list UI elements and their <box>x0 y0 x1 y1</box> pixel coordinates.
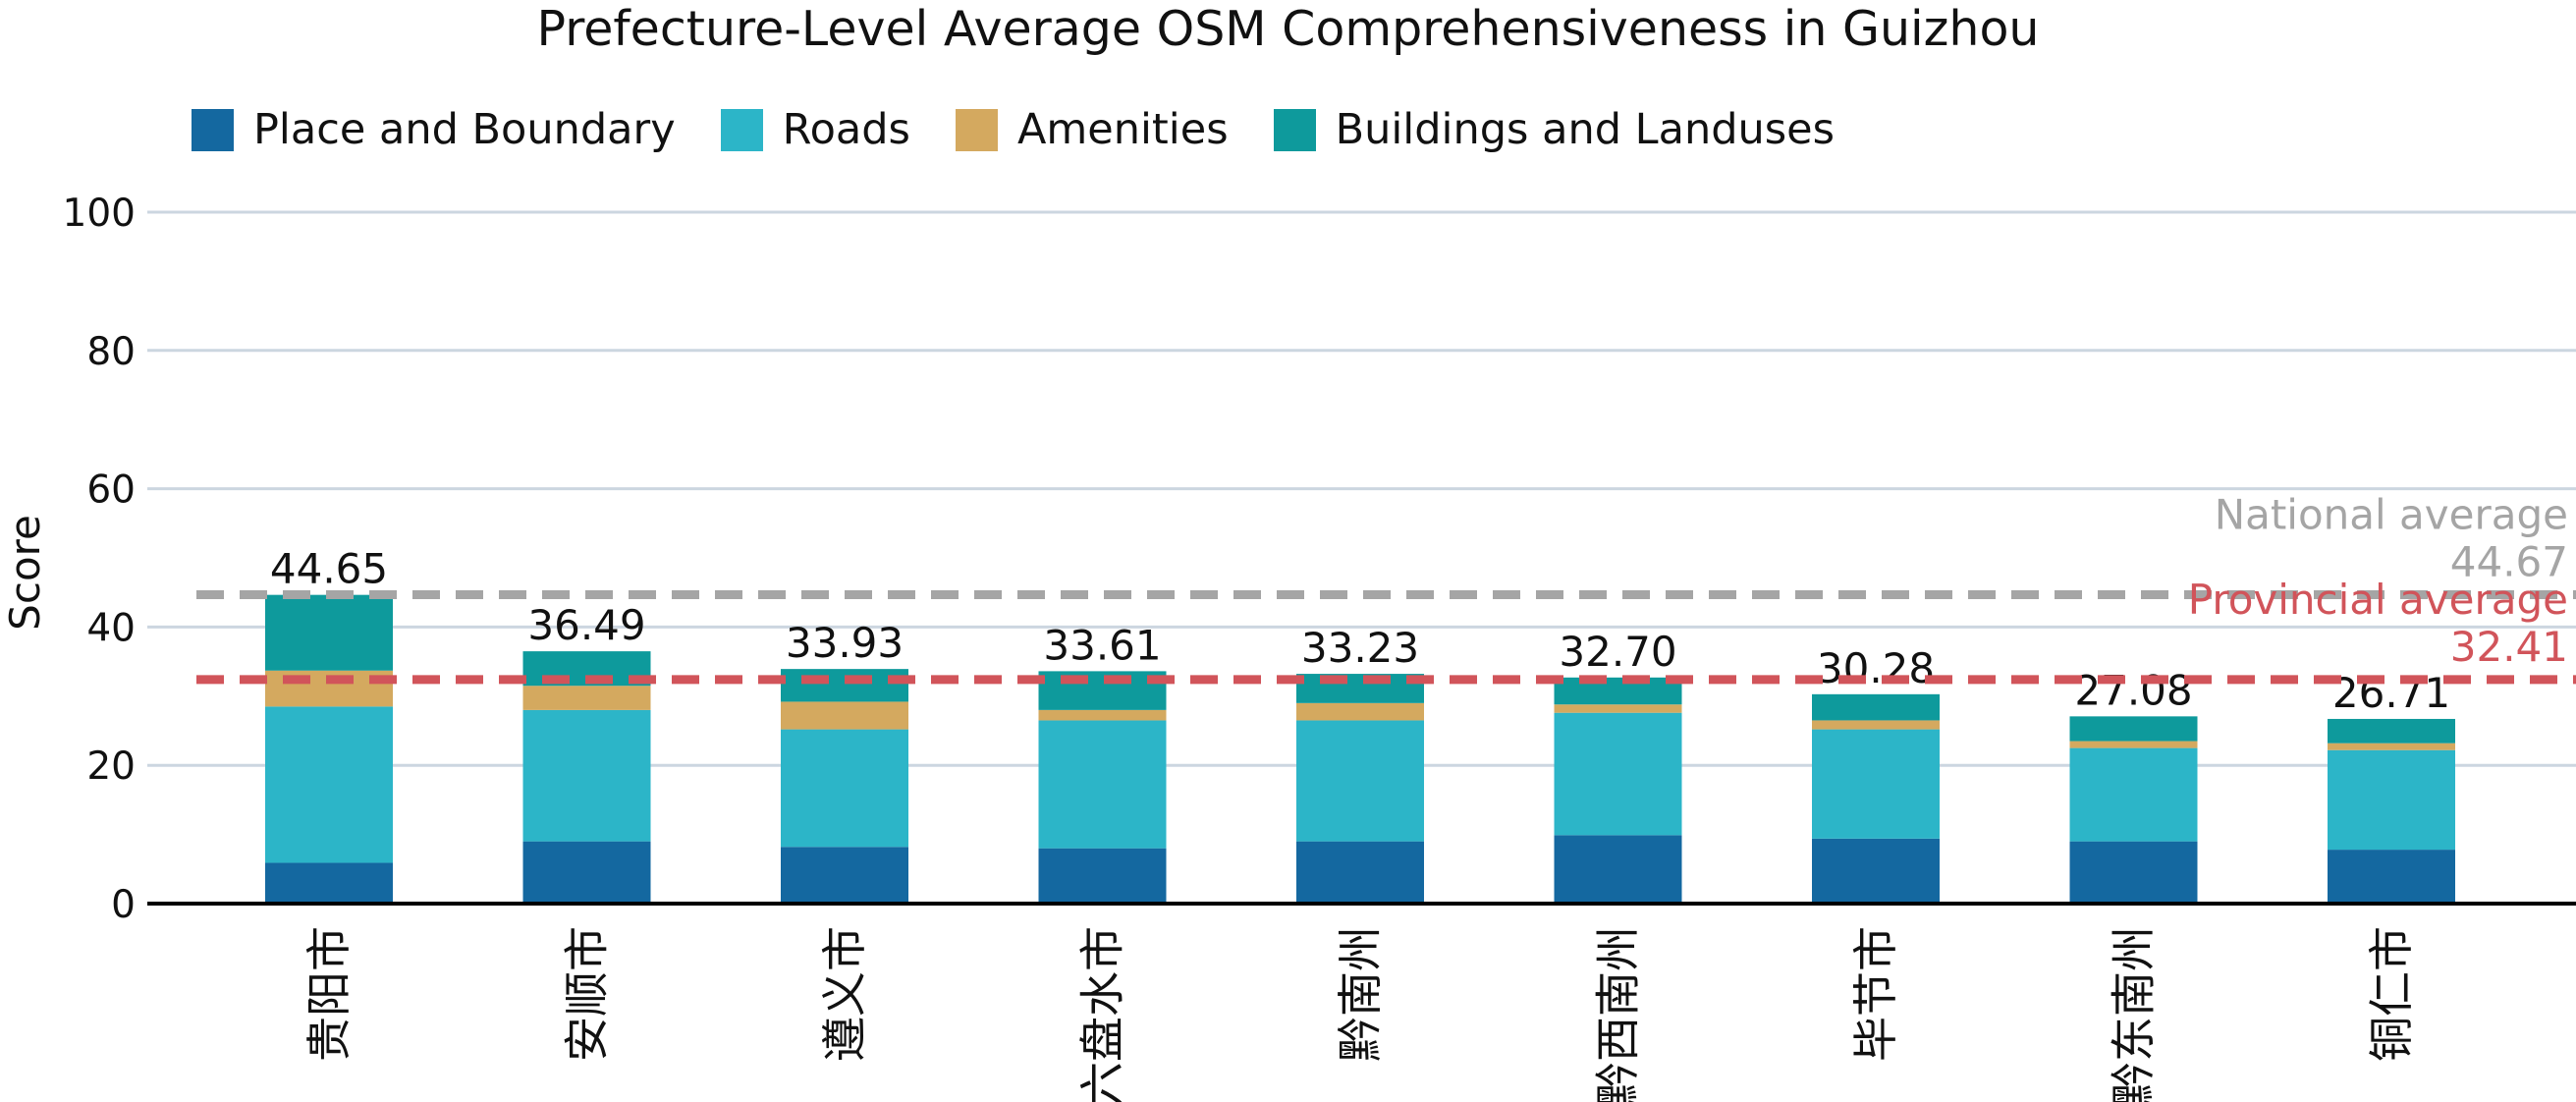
bar-place-and-boundary-2 <box>522 841 651 904</box>
bar-total-label-9: 26.71 <box>2332 669 2450 717</box>
bar-roads-5 <box>1296 720 1424 842</box>
national-average-label: National average <box>2215 491 2568 539</box>
bar-buildings-and-landuses-1 <box>265 594 393 671</box>
bar-place-and-boundary-4 <box>1038 848 1167 904</box>
bar-buildings-and-landuses-8 <box>2069 716 2198 742</box>
legend-label-place-and-boundary: Place and Boundary <box>253 105 676 154</box>
bar-place-and-boundary-7 <box>1812 838 1940 904</box>
bar-buildings-and-landuses-3 <box>781 669 908 702</box>
legend-item-amenities: Amenities <box>955 105 1229 154</box>
bar-total-label-6: 32.70 <box>1559 628 1676 676</box>
y-tick-label-0: 0 <box>111 883 136 927</box>
legend-label-buildings-and-landuses: Buildings and Landuses <box>1335 105 1836 154</box>
bar-roads-3 <box>781 729 908 848</box>
y-tick-label-40: 40 <box>86 606 136 650</box>
bar-amenities-4 <box>1038 709 1167 721</box>
bar-roads-6 <box>1554 712 1682 836</box>
bar-amenities-3 <box>781 701 908 730</box>
legend-swatch-buildings-and-landuses <box>1273 108 1316 151</box>
y-tick-label-80: 80 <box>86 330 136 374</box>
bar-total-label-3: 33.93 <box>786 619 904 667</box>
legend-swatch-roads <box>720 108 763 151</box>
bar-roads-4 <box>1038 720 1167 849</box>
bar-place-and-boundary-9 <box>2328 850 2455 904</box>
bar-total-label-7: 30.28 <box>1817 644 1935 692</box>
legend-swatch-amenities <box>955 108 998 151</box>
bar-amenities-8 <box>2069 741 2198 748</box>
chart-title: Prefecture-Level Average OSM Comprehensi… <box>536 1 2040 57</box>
bar-amenities-9 <box>2328 743 2455 750</box>
bar-roads-8 <box>2069 747 2198 842</box>
x-tick-label-1: 贵阳市 <box>302 926 356 1062</box>
bar-buildings-and-landuses-7 <box>1812 693 1940 721</box>
bar-amenities-6 <box>1554 704 1682 713</box>
x-tick-label-9: 铜仁市 <box>2365 926 2418 1062</box>
legend-item-place-and-boundary: Place and Boundary <box>192 105 676 154</box>
bar-place-and-boundary-5 <box>1296 841 1424 904</box>
legend: Place and Boundary Roads Amenities Build… <box>192 100 1880 159</box>
bar-buildings-and-landuses-5 <box>1296 674 1424 703</box>
bar-amenities-7 <box>1812 720 1940 730</box>
y-tick-label-20: 20 <box>86 744 136 789</box>
x-tick-label-5: 黔南州 <box>1334 926 1387 1062</box>
bar-total-label-5: 33.23 <box>1301 624 1419 672</box>
bar-total-label-2: 36.49 <box>527 601 645 649</box>
national-average-value: 44.67 <box>2450 538 2568 586</box>
x-tick-label-3: 遵义市 <box>818 926 871 1062</box>
bar-roads-2 <box>522 709 651 842</box>
bar-buildings-and-landuses-6 <box>1554 677 1682 705</box>
provincial-average-label: Provincial average <box>2188 576 2568 624</box>
y-tick-label-60: 60 <box>86 468 136 513</box>
y-axis-title: Score <box>1 515 49 631</box>
bar-place-and-boundary-1 <box>265 862 393 904</box>
bar-buildings-and-landuses-4 <box>1038 671 1167 710</box>
bar-place-and-boundary-8 <box>2069 841 2198 904</box>
bar-amenities-5 <box>1296 702 1424 721</box>
bar-total-label-1: 44.65 <box>270 545 388 593</box>
bar-total-label-4: 33.61 <box>1043 621 1161 669</box>
x-tick-label-6: 黔西南州 <box>1592 926 1645 1102</box>
x-tick-label-2: 安顺市 <box>561 926 614 1062</box>
x-tick-label-7: 毕节市 <box>1849 926 1902 1062</box>
x-tick-label-4: 六盘水市 <box>1076 926 1129 1102</box>
y-tick-label-100: 100 <box>63 192 136 236</box>
legend-item-roads: Roads <box>720 105 910 154</box>
bar-place-and-boundary-3 <box>781 847 908 904</box>
bar-roads-9 <box>2328 749 2455 851</box>
bar-place-and-boundary-6 <box>1554 835 1682 904</box>
provincial-average-value: 32.41 <box>2450 623 2568 671</box>
legend-swatch-place-and-boundary <box>192 108 234 151</box>
bar-roads-1 <box>265 706 393 863</box>
legend-label-amenities: Amenities <box>1016 105 1229 154</box>
bar-roads-7 <box>1812 729 1940 839</box>
bar-buildings-and-landuses-9 <box>2328 718 2455 744</box>
bar-total-label-8: 27.08 <box>2074 666 2192 714</box>
legend-label-roads: Roads <box>782 105 910 154</box>
legend-item-buildings-and-landuses: Buildings and Landuses <box>1273 105 1836 154</box>
bar-amenities-2 <box>522 686 651 710</box>
x-tick-label-8: 黔东南州 <box>2108 926 2161 1102</box>
